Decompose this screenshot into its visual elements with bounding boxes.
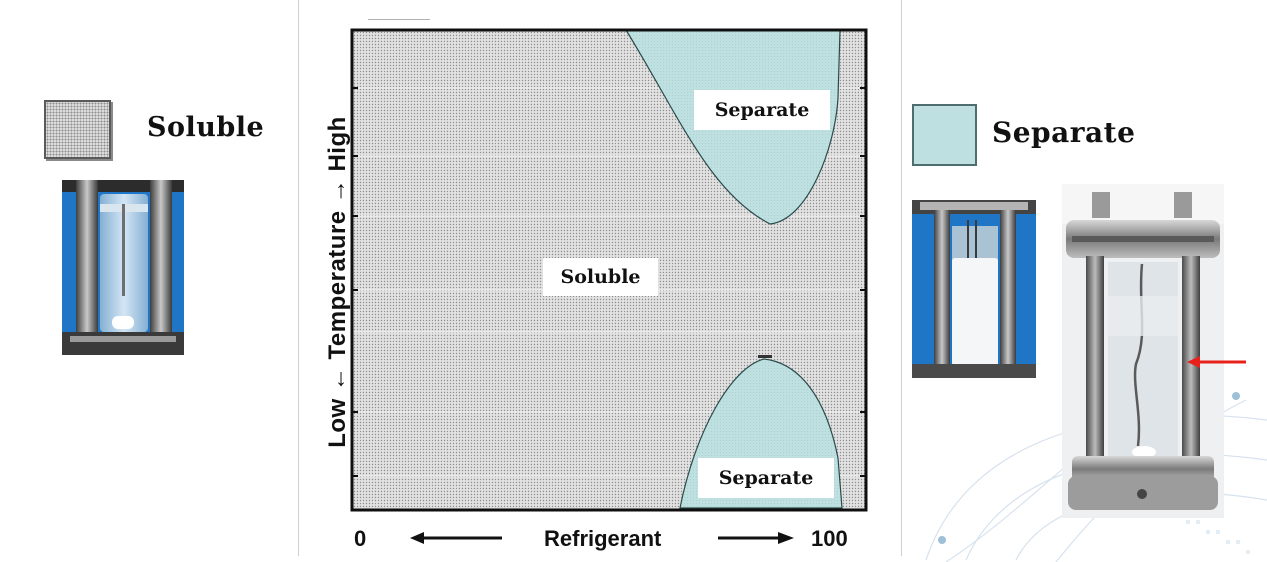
x-axis-max-label: 100 (811, 526, 848, 551)
soluble-legend-label: Soluble (147, 112, 265, 143)
diagram-frame (350, 28, 868, 512)
y-axis-label: Low ← Temperature → High (324, 116, 351, 448)
right-arrow-icon (718, 532, 794, 544)
x-axis-title: Refrigerant (544, 526, 662, 551)
separate-cell-photo-large (1062, 184, 1224, 518)
separate-cell-photo-small (912, 200, 1036, 378)
soluble-legend-swatch (44, 100, 111, 159)
interface-arrow-icon (1187, 356, 1246, 368)
top-tick-line (368, 19, 430, 20)
separate-cell-small-photo-icon (912, 200, 1036, 378)
left-divider (298, 0, 299, 556)
separate-cell-large-photo-icon (1062, 184, 1224, 518)
x-axis-min-label: 0 (354, 526, 367, 551)
left-arrow-icon (410, 532, 502, 544)
soluble-cell-photo (62, 180, 184, 355)
critical-point-marker (758, 355, 772, 358)
separate-legend-swatch (912, 104, 977, 166)
separate-bottom-label: Separate (698, 458, 834, 498)
right-divider (901, 0, 902, 556)
axis-ticks (352, 87, 866, 477)
separate-top-label: Separate (694, 90, 830, 130)
soluble-cell-photo-icon (62, 180, 184, 355)
soluble-region-label: Soluble (543, 258, 658, 296)
separate-legend-label: Separate (992, 116, 1136, 149)
